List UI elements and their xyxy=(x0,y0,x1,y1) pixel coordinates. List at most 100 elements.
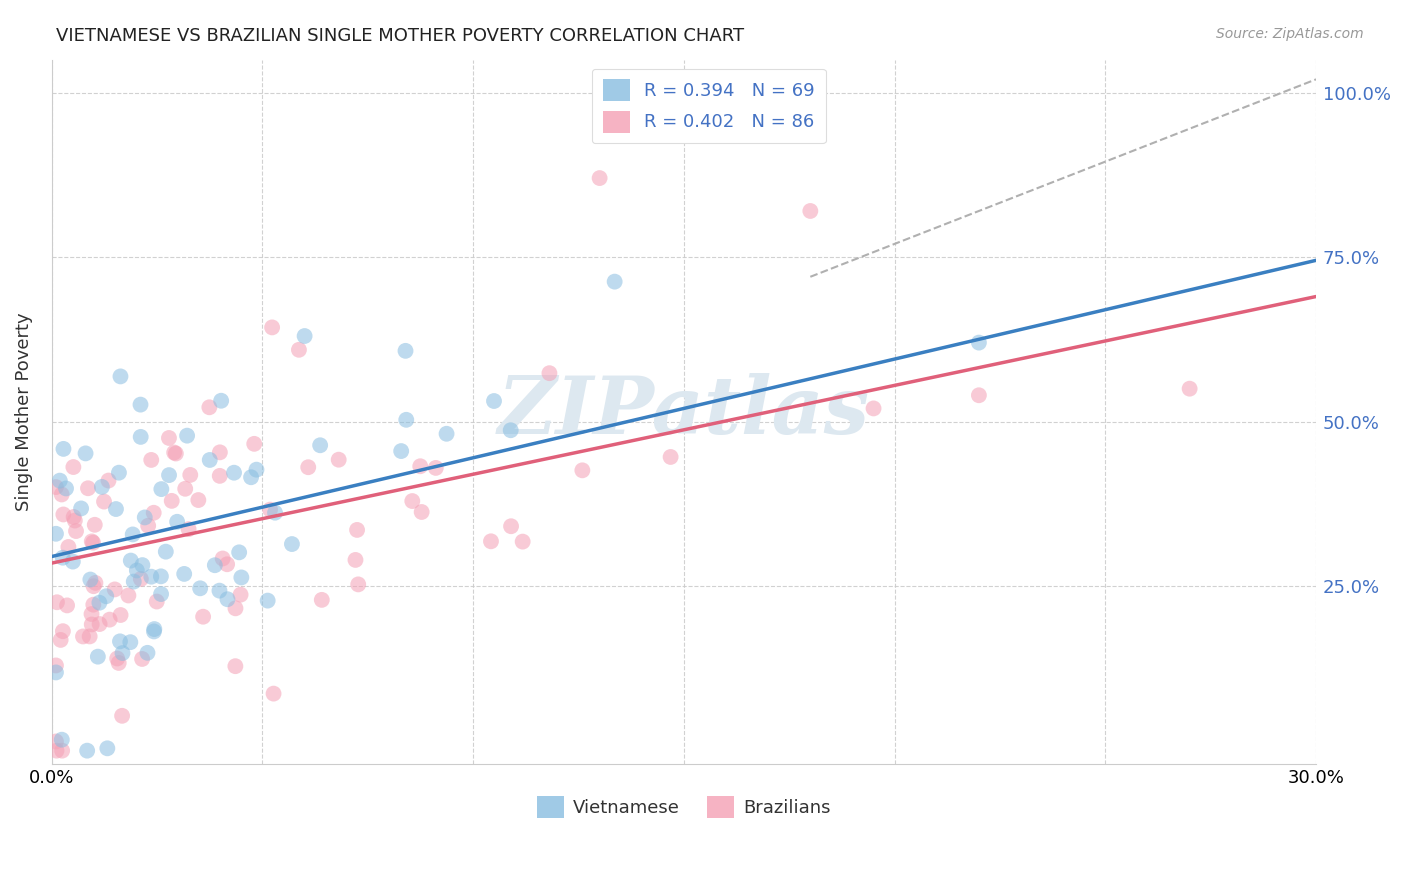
Point xyxy=(208,468,231,483)
Point xyxy=(70,501,93,516)
Point xyxy=(142,506,165,520)
Point xyxy=(46,595,69,609)
Point xyxy=(596,105,619,120)
Point xyxy=(52,508,75,522)
Point xyxy=(165,446,187,460)
Point xyxy=(58,540,80,554)
Point xyxy=(395,413,418,427)
Point xyxy=(309,438,332,452)
Point xyxy=(105,651,128,665)
Point xyxy=(294,329,316,343)
Point xyxy=(588,171,610,186)
Point xyxy=(240,470,263,484)
Point xyxy=(346,523,368,537)
Point xyxy=(131,652,153,666)
Point xyxy=(63,514,86,528)
Point xyxy=(149,569,172,583)
Point xyxy=(134,510,156,524)
Point xyxy=(79,629,101,643)
Point xyxy=(89,596,111,610)
Point xyxy=(111,708,134,723)
Point xyxy=(129,398,152,412)
Point xyxy=(311,592,333,607)
Point xyxy=(49,474,72,488)
Point xyxy=(204,558,226,573)
Point xyxy=(107,656,129,670)
Point xyxy=(51,732,73,747)
Point xyxy=(49,632,72,647)
Point xyxy=(51,744,73,758)
Point xyxy=(83,579,105,593)
Point xyxy=(217,558,239,572)
Point xyxy=(243,437,266,451)
Point xyxy=(231,570,253,584)
Point xyxy=(499,519,522,533)
Point xyxy=(108,634,131,648)
Point xyxy=(129,572,152,586)
Point xyxy=(229,588,252,602)
Point xyxy=(45,734,67,748)
Point xyxy=(75,446,97,460)
Point xyxy=(122,574,145,589)
Point xyxy=(187,493,209,508)
Point xyxy=(72,630,94,644)
Point xyxy=(389,444,412,458)
Point xyxy=(297,460,319,475)
Point xyxy=(264,506,287,520)
Point xyxy=(80,607,103,621)
Point xyxy=(150,587,173,601)
Point xyxy=(131,558,153,573)
Point xyxy=(208,583,231,598)
Point xyxy=(141,453,163,467)
Point xyxy=(659,105,682,120)
Point xyxy=(1178,382,1201,396)
Point xyxy=(45,526,67,541)
Point xyxy=(129,430,152,444)
Point xyxy=(224,601,246,615)
Point xyxy=(45,665,67,680)
Point xyxy=(121,527,143,541)
Point xyxy=(394,343,416,358)
Point xyxy=(110,607,132,622)
Point xyxy=(51,487,73,501)
Point xyxy=(125,564,148,578)
Point xyxy=(82,598,104,612)
Point xyxy=(173,566,195,581)
Point xyxy=(84,575,107,590)
Point xyxy=(191,609,214,624)
Point xyxy=(104,582,127,597)
Point xyxy=(145,594,167,608)
Point xyxy=(401,494,423,508)
Point xyxy=(479,534,502,549)
Point xyxy=(411,505,433,519)
Point xyxy=(80,617,103,632)
Point xyxy=(96,589,118,603)
Point xyxy=(52,550,75,565)
Point xyxy=(177,522,200,536)
Point xyxy=(288,343,311,357)
Point xyxy=(176,428,198,442)
Point xyxy=(166,515,188,529)
Point xyxy=(79,573,101,587)
Point xyxy=(512,534,534,549)
Point xyxy=(967,335,990,350)
Point xyxy=(967,388,990,402)
Point xyxy=(120,635,142,649)
Point xyxy=(82,535,104,549)
Point xyxy=(77,481,100,495)
Point xyxy=(198,453,221,467)
Point xyxy=(328,452,350,467)
Legend: Vietnamese, Brazilians: Vietnamese, Brazilians xyxy=(530,789,838,825)
Point xyxy=(45,658,67,673)
Point xyxy=(436,426,458,441)
Text: ZIPatlas: ZIPatlas xyxy=(498,373,870,450)
Point xyxy=(150,482,173,496)
Point xyxy=(45,744,67,758)
Point xyxy=(110,369,132,384)
Point xyxy=(409,459,432,474)
Y-axis label: Single Mother Poverty: Single Mother Poverty xyxy=(15,312,32,511)
Text: VIETNAMESE VS BRAZILIAN SINGLE MOTHER POVERTY CORRELATION CHART: VIETNAMESE VS BRAZILIAN SINGLE MOTHER PO… xyxy=(56,27,744,45)
Point xyxy=(120,553,142,567)
Point xyxy=(157,468,180,483)
Point xyxy=(499,423,522,437)
